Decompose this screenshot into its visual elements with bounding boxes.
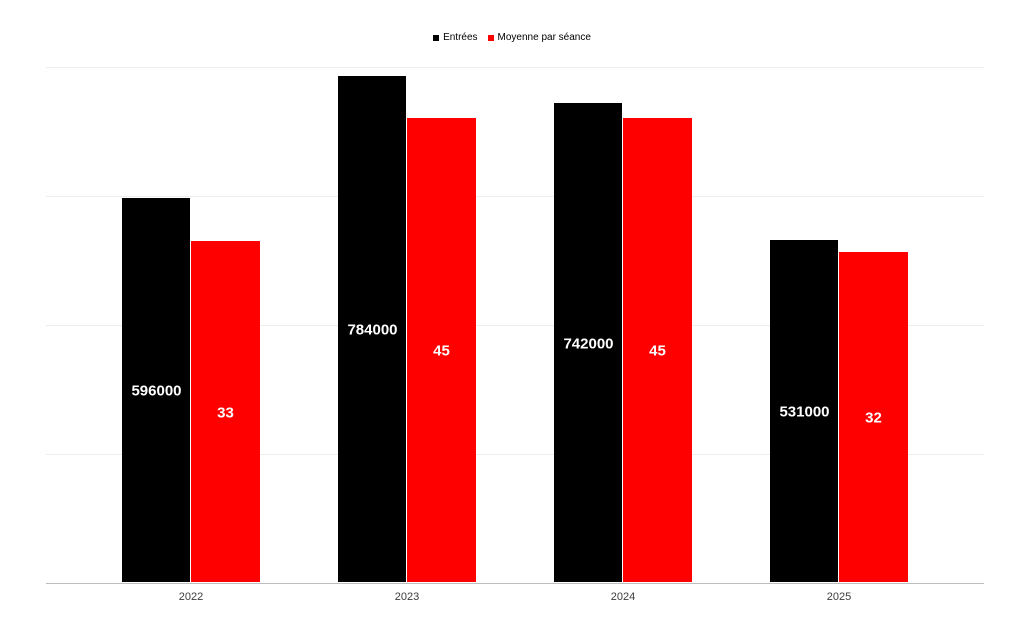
gridline <box>46 196 984 197</box>
gridline <box>46 454 984 455</box>
bar-entrees-2022[interactable] <box>122 197 191 582</box>
bar-moyenne-par-seance-2025[interactable] <box>839 251 908 582</box>
bar-moyenne-par-seance-2024[interactable] <box>623 117 692 582</box>
bar-entrees-2023[interactable] <box>338 76 407 582</box>
chart-legend: Entrées Moyenne par séance <box>0 32 1024 44</box>
x-axis-label-2022: 2022 <box>178 591 204 603</box>
legend-item-moyenne[interactable]: Moyenne par séance <box>487 32 591 44</box>
bar-moyenne-par-seance-2023[interactable] <box>407 117 476 582</box>
x-axis-label-2025: 2025 <box>826 591 852 603</box>
legend-marker-entrees-icon <box>433 35 440 41</box>
bar-entrees-2025[interactable] <box>770 239 839 582</box>
x-axis-line <box>46 583 984 584</box>
bar-entrees-2024[interactable] <box>554 103 623 582</box>
legend-item-entrees[interactable]: Entrées <box>433 32 478 44</box>
legend-marker-moyenne-icon <box>487 35 494 41</box>
gridline <box>46 325 984 326</box>
legend-label-moyenne: Moyenne par séance <box>497 32 591 43</box>
plot-area: 596000 33 2022 784000 45 2023 742000 45 2024 5310… <box>46 67 984 603</box>
legend-label-entrees: Entrées <box>443 32 478 43</box>
bar-moyenne-par-seance-2022[interactable] <box>191 241 260 582</box>
x-axis-label-2023: 2023 <box>394 591 420 603</box>
gridline <box>46 67 984 68</box>
x-axis-label-2024: 2024 <box>610 591 636 603</box>
